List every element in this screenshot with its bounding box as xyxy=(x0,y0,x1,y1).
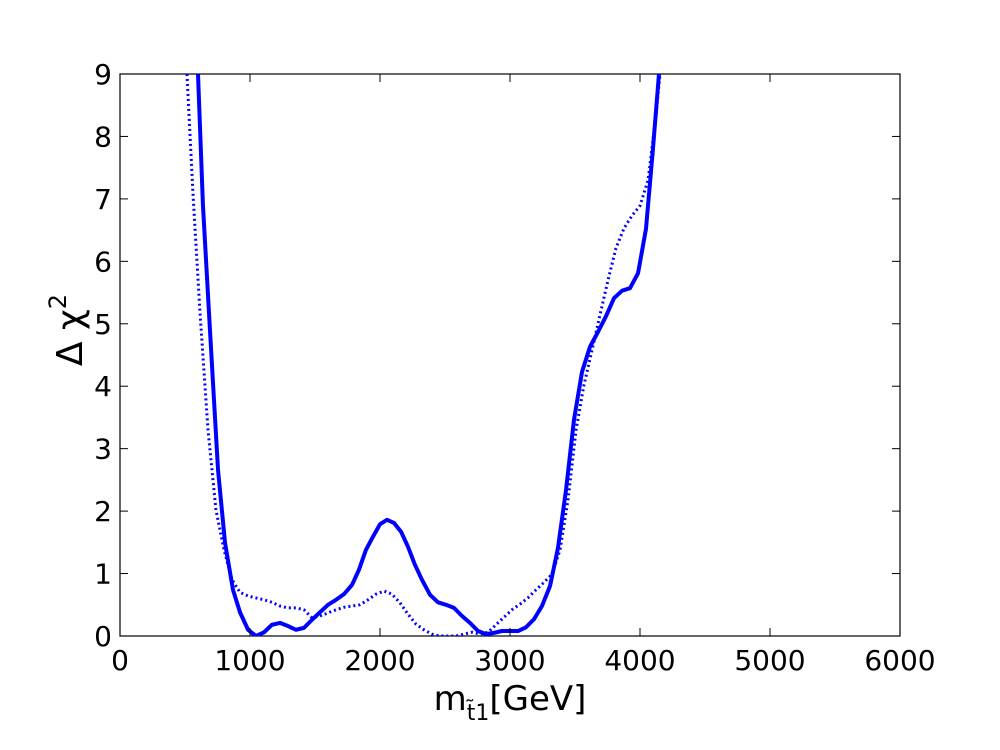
x-label-main: m xyxy=(434,679,467,719)
y-tick-label: 8 xyxy=(94,120,112,153)
y-tick-label: 1 xyxy=(94,558,112,591)
y-tick-label: 4 xyxy=(94,370,112,403)
y-tick-label: 6 xyxy=(94,245,112,278)
x-tick-label: 2000 xyxy=(344,644,415,677)
line-series xyxy=(185,74,662,636)
y-tick-label: 7 xyxy=(94,183,112,216)
x-axis-label: mt̃1[GeV] xyxy=(434,679,587,726)
y-tick-label: 0 xyxy=(94,620,112,653)
y-tick-label: 9 xyxy=(94,58,112,91)
x-tick-label: 0 xyxy=(111,644,129,677)
y-label-main: Δ χ xyxy=(50,309,91,366)
y-tick-label: 2 xyxy=(94,495,112,528)
x-tick-label: 4000 xyxy=(604,644,675,677)
plot-area xyxy=(185,74,662,636)
x-tick-label: 3000 xyxy=(474,644,545,677)
plot-frame xyxy=(119,73,901,637)
x-label-unit: [GeV] xyxy=(489,679,586,719)
y-tick-label: 3 xyxy=(94,433,112,466)
x-tick-label: 1000 xyxy=(214,644,285,677)
y-tick-label: 5 xyxy=(94,308,112,341)
line-series xyxy=(196,74,661,636)
x-tick-label: 6000 xyxy=(864,644,935,677)
x-label-sub: t̃1 xyxy=(465,700,489,726)
y-label-sup: 2 xyxy=(44,294,72,309)
x-tick-label: 5000 xyxy=(734,644,805,677)
y-axis-label: Δ χ2 xyxy=(44,294,91,366)
